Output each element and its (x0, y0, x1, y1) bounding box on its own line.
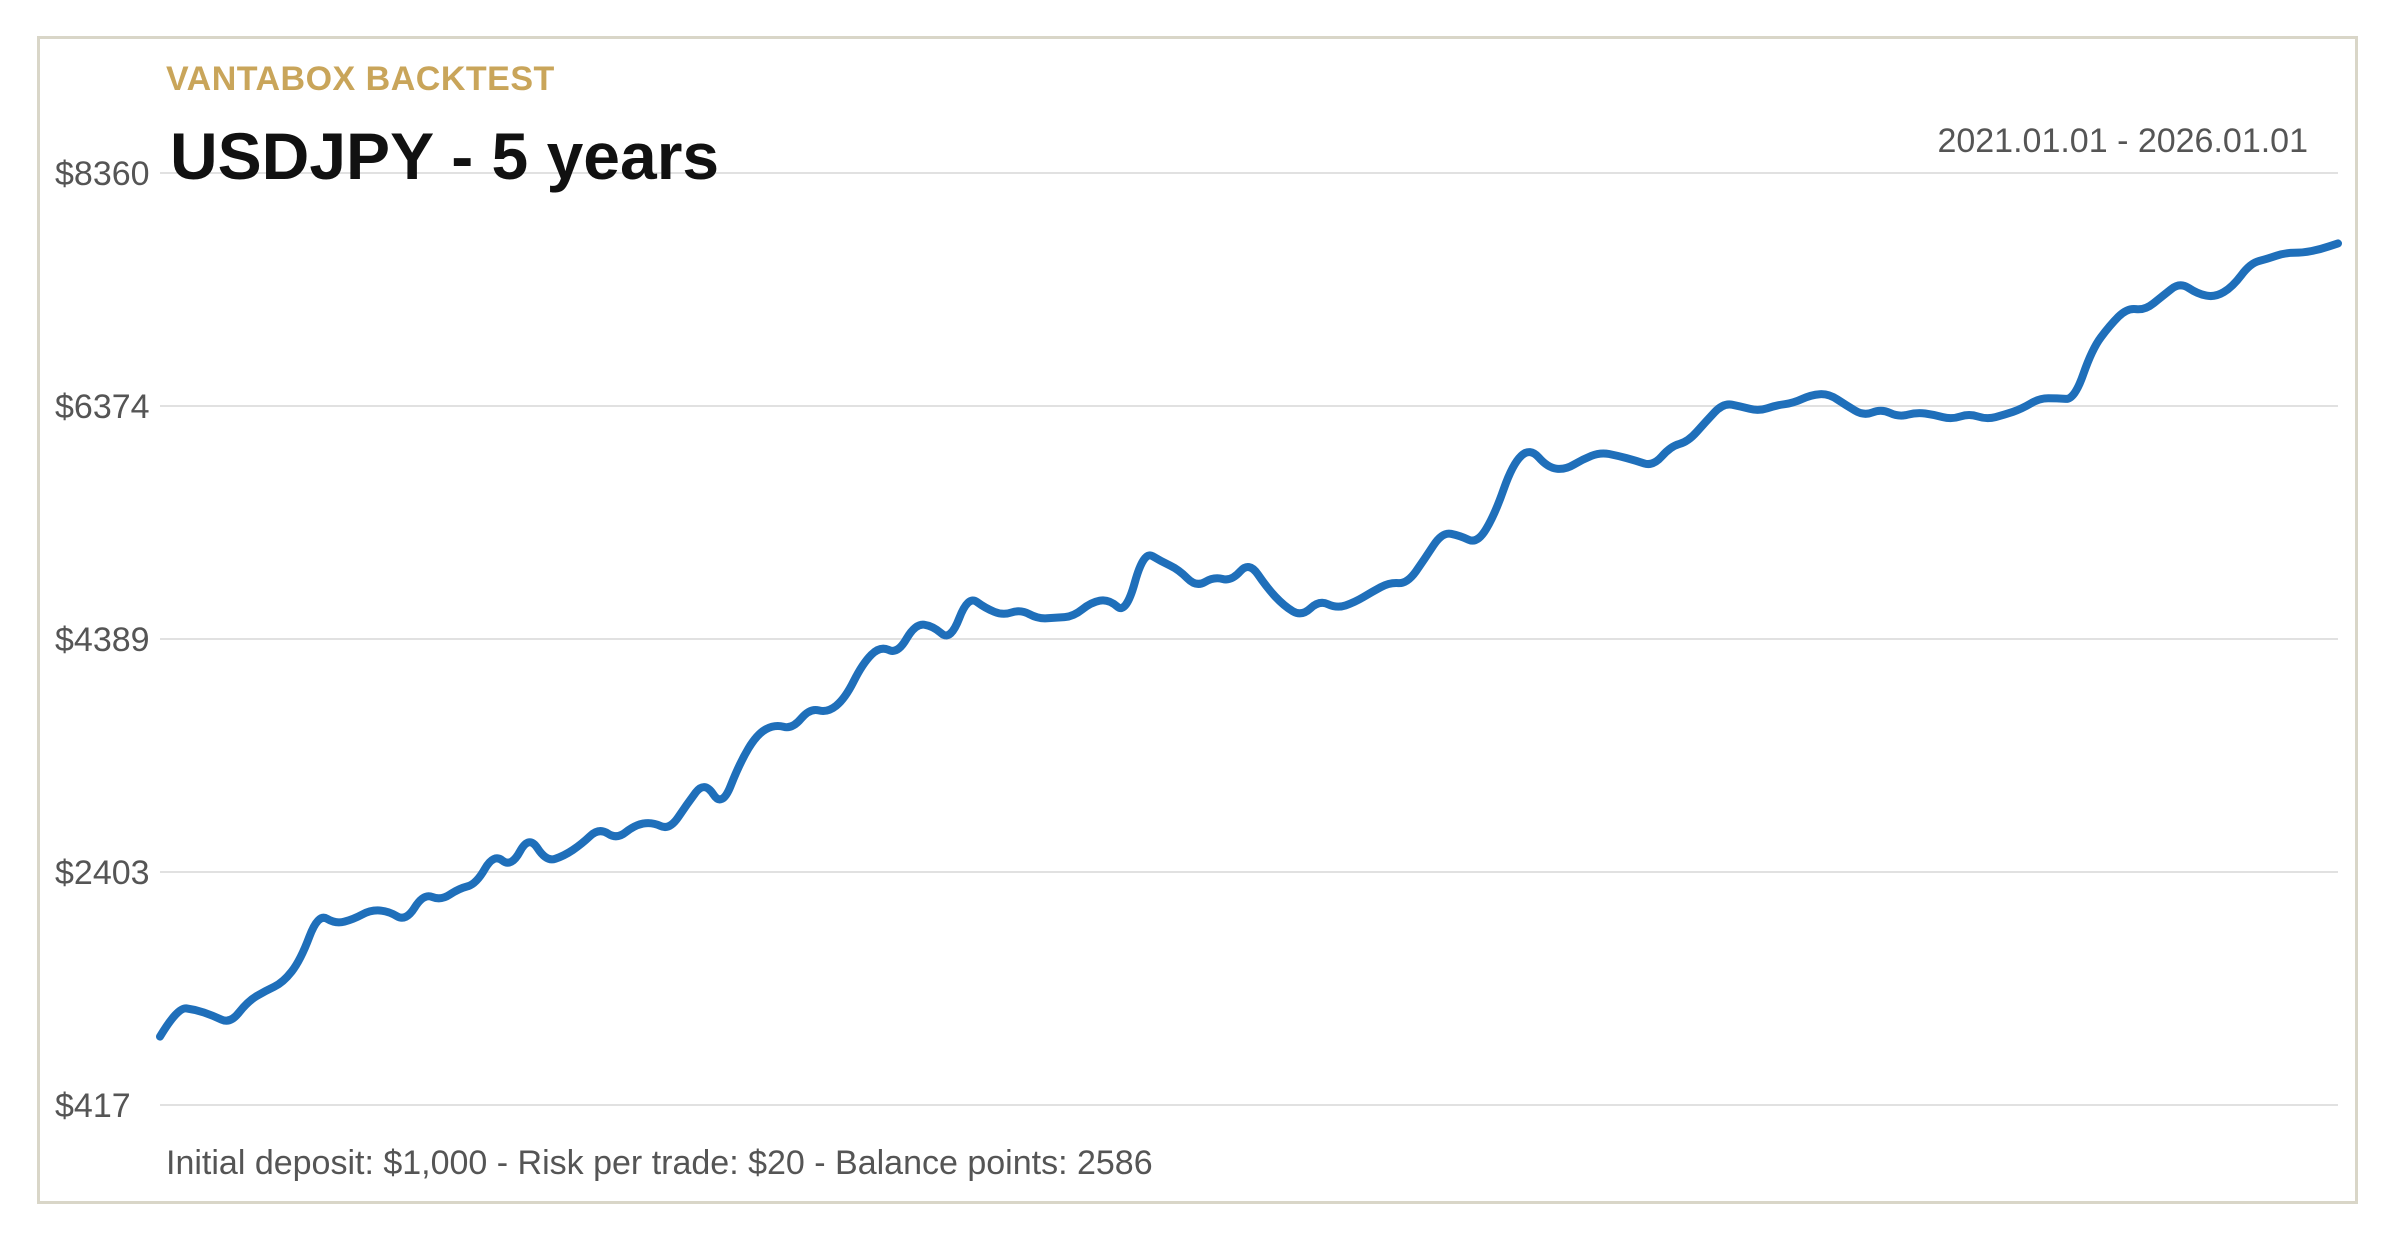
y-tick-label: $417 (55, 1087, 131, 1125)
brand-label: VANTABOX BACKTEST (166, 60, 555, 98)
y-tick-label: $6374 (55, 388, 150, 426)
chart-title: USDJPY - 5 years (170, 119, 720, 193)
gridlines (160, 172, 2338, 1106)
y-tick-label: $8360 (55, 155, 150, 193)
y-axis-ticks: $417 $2403 $4389 $6374 $8360 (55, 155, 150, 1125)
series-layer (156, 239, 2342, 1041)
date-range: 2021.01.01 - 2026.01.01 (1937, 122, 2308, 160)
y-tick-label: $4389 (55, 621, 150, 659)
y-tick-label: $2403 (55, 854, 150, 892)
balance-series-line (156, 239, 2342, 1041)
chart-frame (37, 36, 2358, 1204)
backtest-summary: Initial deposit: $1,000 - Risk per trade… (166, 1144, 1153, 1182)
